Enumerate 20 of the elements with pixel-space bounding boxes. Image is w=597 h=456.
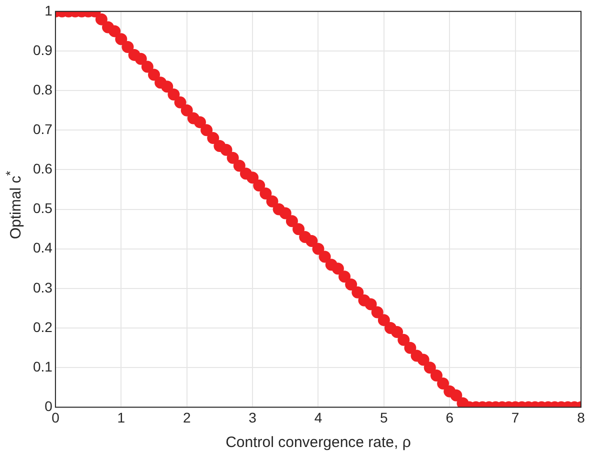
x-tick-label: 8 [577, 409, 586, 426]
y-tick-label: 0.4 [32, 240, 53, 256]
x-tick-label: 2 [182, 409, 191, 426]
y-tick-label: 0.8 [32, 81, 53, 98]
y-tick-label: 0.6 [32, 160, 53, 177]
x-tick-label: 6 [446, 409, 454, 426]
x-tick-label: 7 [511, 409, 520, 426]
y-tick-label: 0.7 [32, 121, 53, 137]
y-tick-label: 0.5 [32, 200, 53, 216]
x-tick-label: 4 [314, 409, 322, 426]
y-tick-label: 0.3 [32, 279, 53, 296]
x-tick-label: 1 [117, 409, 126, 426]
y-tick-label: 0.1 [32, 358, 53, 374]
y-tick-label: 0.9 [32, 42, 53, 58]
x-tick-label: 5 [380, 409, 388, 426]
x-tick-label: 3 [248, 409, 257, 426]
y-tick-label: 0 [44, 398, 53, 414]
y-tick-label: 1 [44, 2, 53, 18]
y-tick-label: 0.2 [32, 318, 53, 335]
x-axis-title: Control convergence rate, ρ [226, 434, 411, 452]
